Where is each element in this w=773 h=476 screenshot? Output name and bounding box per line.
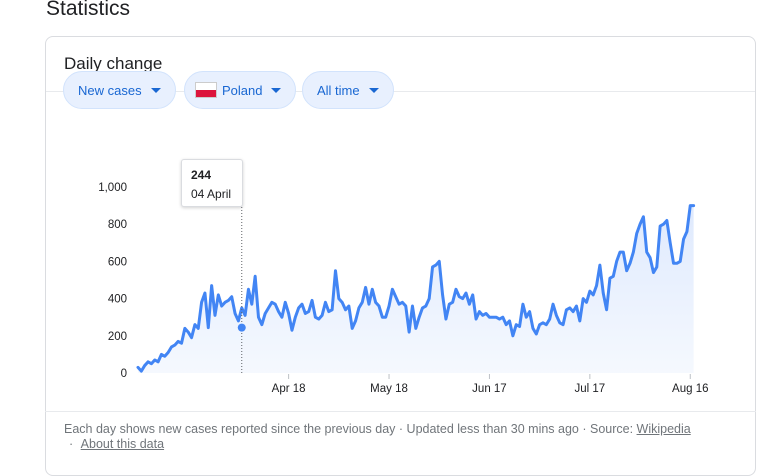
metric-dropdown-label: New cases (78, 82, 142, 98)
card-title: Daily change (64, 54, 163, 73)
metric-dropdown[interactable]: New cases (63, 71, 176, 109)
caret-down-icon (271, 87, 282, 93)
y-tick-label: 600 (108, 256, 127, 268)
footer-separator: · (69, 437, 74, 451)
x-tick-label: Jun 17 (472, 383, 507, 395)
range-dropdown[interactable]: All time (302, 71, 394, 109)
footer-note: Each day shows new cases reported since … (64, 422, 634, 436)
x-tick-label: Jul 17 (575, 383, 606, 395)
x-tick-label: May 18 (370, 383, 408, 395)
y-tick-label: 200 (108, 331, 127, 343)
tooltip-date: 04 April (191, 187, 232, 201)
highlight-point (237, 323, 246, 332)
series-area (138, 205, 694, 373)
y-tick-label: 400 (108, 294, 127, 306)
x-tick-label: Apr 18 (272, 383, 306, 395)
country-dropdown[interactable]: Poland (184, 71, 297, 109)
country-dropdown-label: Poland (222, 82, 263, 98)
flag-poland-icon (195, 82, 217, 98)
footer-divider (45, 411, 756, 412)
daily-change-chart[interactable]: 0 200 400 600 800 1,000 Apr 18 May 18 Jun 17 Jul … (0, 0, 773, 454)
x-tick-label: Aug 16 (672, 383, 708, 395)
about-data-link[interactable]: About this data (80, 437, 165, 451)
tooltip-value: 244 (191, 168, 212, 182)
chart-tooltip: 244 04 April (181, 159, 243, 207)
y-tick-label: 1,000 (98, 182, 127, 194)
range-dropdown-label: All time (317, 82, 360, 98)
page-title: Statistics (46, 0, 131, 20)
y-tick-label: 800 (108, 219, 127, 231)
series-line (136, 204, 696, 373)
card-divider (46, 91, 755, 92)
caret-down-icon (150, 87, 161, 93)
y-tick-label: 0 (121, 368, 127, 380)
chart-footer: Each day shows new cases reported since … (64, 422, 744, 452)
caret-down-icon (368, 87, 379, 93)
source-link[interactable]: Wikipedia (636, 422, 691, 436)
